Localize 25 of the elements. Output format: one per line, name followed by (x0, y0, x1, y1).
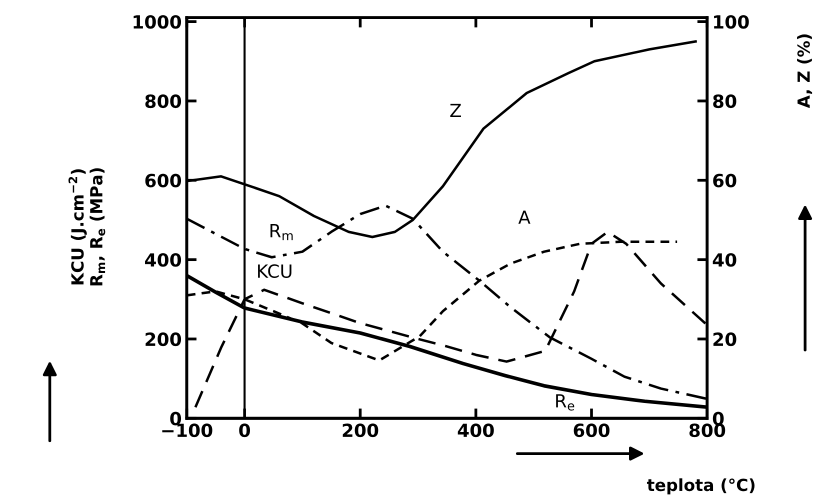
series-label: KCU (258, 264, 292, 278)
series-label: R$_{e}$ (556, 394, 574, 411)
x-tick-label: 600 (574, 424, 610, 438)
y2-tick-label: 60 (713, 174, 736, 188)
y2-axis-title: A, Z (%) (797, 34, 812, 108)
x-tick-label: −100 (162, 424, 212, 438)
series-label: R$_{m}$ (270, 224, 293, 240)
y-tick-label: 600 (145, 174, 182, 188)
x-tick-label: 800 (689, 424, 726, 438)
y-tick-label: 400 (145, 253, 182, 267)
y2-tick-label: 40 (712, 253, 736, 267)
series-label: A (518, 210, 530, 224)
series-label: Z (450, 104, 461, 118)
y-tick-label: 200 (146, 332, 182, 346)
y2-tick-label: 100 (714, 15, 749, 29)
x-axis-title: teplota (°C) (646, 478, 755, 494)
x-tick-label: 200 (342, 424, 378, 438)
text: KCU (J.cm$^{−2}$) R$_{m}$, R$_{e}$ (MPa) (68, 168, 106, 286)
y2-tick-label: 20 (713, 332, 736, 346)
y2-tick-label: 80 (713, 94, 736, 108)
y-tick-label: 0 (170, 412, 182, 426)
x-tick-label: 400 (458, 424, 494, 438)
y-tick-label: 1000 (134, 15, 182, 29)
y-tick-label: 800 (145, 94, 182, 108)
x-tick-label: 0 (239, 424, 250, 438)
